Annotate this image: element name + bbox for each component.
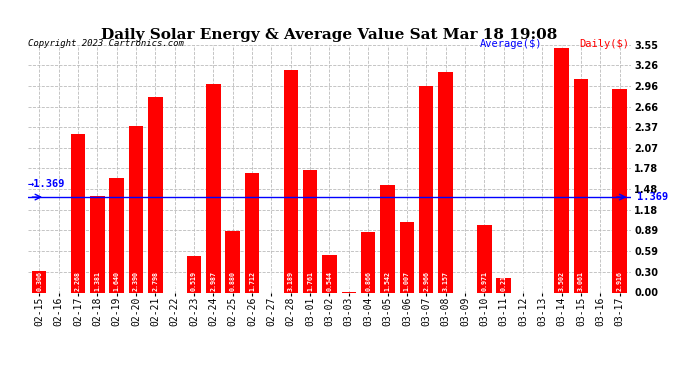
Text: 3.189: 3.189 [288,271,294,291]
Bar [438,72,453,292]
Text: 1.761: 1.761 [307,271,313,291]
Bar [400,222,414,292]
Bar [613,89,627,292]
Bar [496,278,511,292]
Text: 0.000: 0.000 [268,271,275,291]
Text: Average($): Average($) [480,39,542,50]
Bar [303,170,317,292]
Text: 1.712: 1.712 [249,271,255,291]
Bar [32,271,46,292]
Text: 2.966: 2.966 [423,271,429,291]
Text: 2.916: 2.916 [617,271,623,291]
Title: Daily Solar Energy & Average Value Sat Mar 18 19:08: Daily Solar Energy & Average Value Sat M… [101,28,558,42]
Bar [245,173,259,292]
Text: 0.000: 0.000 [172,271,177,291]
Bar [477,225,491,292]
Text: 0.544: 0.544 [326,271,333,291]
Text: Copyright 2023 Cartronics.com: Copyright 2023 Cartronics.com [28,39,184,48]
Bar [129,126,144,292]
Text: 0.000: 0.000 [56,271,61,291]
Text: 0.000: 0.000 [462,271,468,291]
Text: 0.306: 0.306 [36,271,42,291]
Bar [361,232,375,292]
Text: 0.210: 0.210 [501,271,506,291]
Bar [90,196,104,292]
Text: 0.971: 0.971 [482,271,487,291]
Bar [322,255,337,292]
Text: 1.640: 1.640 [114,271,119,291]
Text: 1.369: 1.369 [638,192,669,202]
Text: 0.866: 0.866 [365,271,371,291]
Text: 0.519: 0.519 [191,271,197,291]
Text: 0.002: 0.002 [346,271,352,291]
Text: 1.542: 1.542 [384,271,391,291]
Text: 2.390: 2.390 [133,271,139,291]
Text: 0.880: 0.880 [230,271,236,291]
Bar [380,185,395,292]
Text: 3.061: 3.061 [578,271,584,291]
Bar [284,70,298,292]
Text: 2.798: 2.798 [152,271,158,291]
Text: 0.000: 0.000 [598,271,603,291]
Bar [555,48,569,292]
Bar [70,134,85,292]
Bar [109,178,124,292]
Text: 3.502: 3.502 [559,271,564,291]
Text: 1.381: 1.381 [95,271,100,291]
Text: 2.987: 2.987 [210,271,217,291]
Bar [206,84,221,292]
Text: 0.000: 0.000 [540,271,545,291]
Text: →1.369: →1.369 [28,179,65,189]
Text: 0.000: 0.000 [520,271,526,291]
Bar [187,256,201,292]
Bar [148,98,163,292]
Text: 3.157: 3.157 [442,271,448,291]
Text: 2.268: 2.268 [75,271,81,291]
Bar [226,231,240,292]
Text: Daily($): Daily($) [580,39,629,50]
Bar [574,79,589,292]
Bar [419,86,433,292]
Text: 1.007: 1.007 [404,271,410,291]
